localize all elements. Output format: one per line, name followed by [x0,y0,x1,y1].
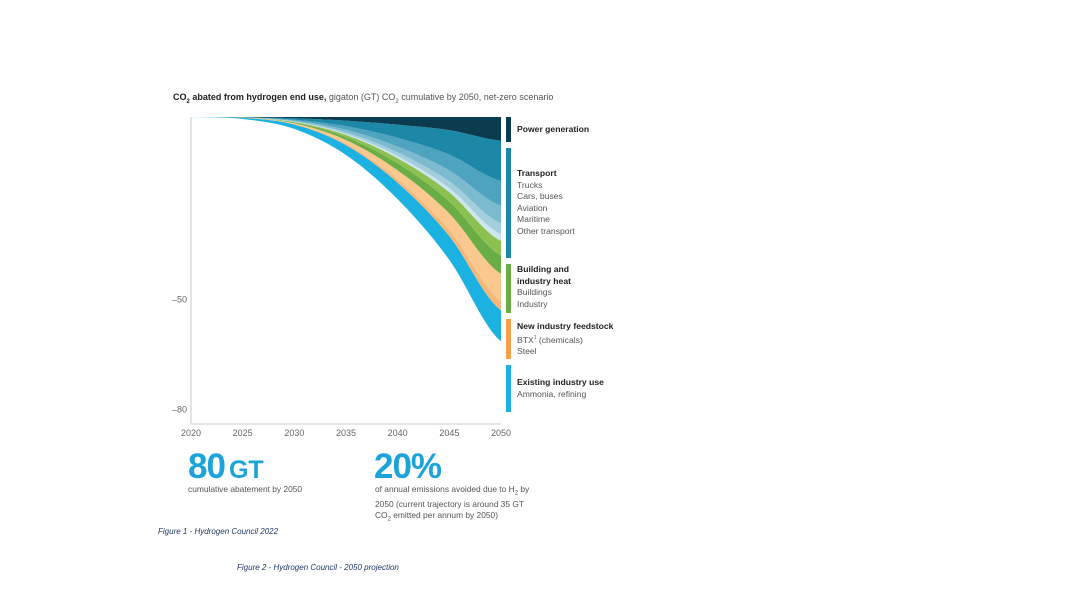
legend-heading-building-heat-2: industry heat [517,275,571,286]
stat-80gt: 80 GT [188,449,264,488]
chart-title: CO2 abated from hydrogen end use, gigato… [173,92,554,105]
y-tick-label: –50 [172,295,187,305]
x-tick-label: 2050 [491,428,511,438]
legend-item-other-transport: Other transport [517,225,575,236]
legend-bar-building-heat [506,264,511,313]
area-trucks [191,117,501,181]
x-tick-label: 2040 [388,428,408,438]
figure-1-caption: Figure 1 - Hydrogen Council 2022 [158,527,279,536]
area-aviation [191,117,501,224]
legend-group-power: Power generation [517,124,589,136]
legend-bar-feedstock [506,319,511,359]
legend-item-buildings: Buildings [517,287,552,298]
legend-item-steel: Steel [517,346,537,357]
legend-heading-transport: Transport [517,168,557,178]
legend-heading-feedstock: New industry feedstock [517,321,614,331]
area-cars-buses [191,117,501,206]
legend-heading-existing: Existing industry use [517,377,604,387]
legend-item-trucks: Trucks [517,179,543,190]
x-tick-label: 2030 [284,428,304,438]
figure-2-caption: Figure 2 - Hydrogen Council - 2050 proje… [237,563,399,572]
legend-heading-power: Power generation [517,124,590,134]
area-btx-chemicals [191,117,501,302]
legend-item-maritime: Maritime [517,214,550,225]
area-power-generation [191,117,501,141]
x-tick-label: 2045 [439,428,459,438]
legend-group-transport: Transport Trucks Cars, buses Aviation Ma… [517,168,575,238]
legend-heading-building-heat-1: Building and [517,264,570,274]
x-tick-label: 2020 [181,428,201,438]
legend-group-building-heat: Building and industry heat Buildings Ind… [517,264,571,310]
x-tick-label: 2035 [336,428,356,438]
legend-bar-power [506,117,511,142]
legend-group-existing: Existing industry use Ammonia, refining [517,377,604,400]
area-maritime [191,117,501,235]
legend-bar-existing [506,365,511,412]
legend-item-aviation: Aviation [517,202,548,213]
stat-80gt-unit: GT [228,456,264,484]
stat-80gt-value: 80 [188,447,226,486]
area-buildings [191,117,501,256]
area-ammonia-refining [191,117,501,342]
stat-80gt-label: cumulative abatement by 2050 [188,484,303,494]
y-tick-label: –80 [172,404,187,414]
x-tick-label: 2025 [233,428,253,438]
stat-20pct: 20% [374,447,442,486]
stat-20pct-label: of annual emissions avoided due to H2 by… [375,484,530,523]
legend-item-industry: Industry [517,298,548,309]
legend-bar-transport [506,148,511,258]
area-industry [191,117,501,274]
legend-item-btx: BTX1 (chemicals) [517,334,583,345]
legend-item-cars-buses: Cars, buses [517,191,563,202]
legend-item-ammonia: Ammonia, refining [517,388,587,399]
legend-group-feedstock: New industry feedstock BTX1 (chemicals) … [517,321,613,358]
